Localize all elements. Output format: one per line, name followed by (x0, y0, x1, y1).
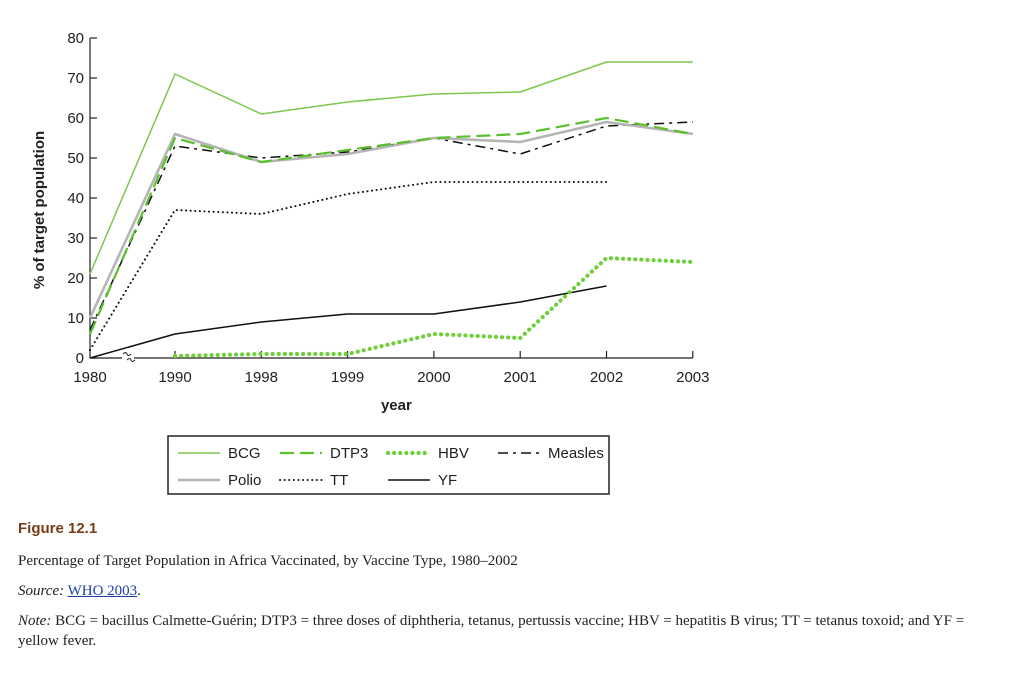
line-chart: 0 10 20 30 40 50 60 70 80 1980 1990 1998 1999 2000 200… (31, 30, 709, 495)
y-tick-label: 70 (67, 70, 84, 87)
figure-source: Source: WHO 2003. (18, 581, 1008, 601)
y-axis-title-group: % of target population (31, 131, 48, 289)
legend-label-polio: Polio (228, 472, 261, 489)
y-tick-label: 60 (67, 110, 84, 127)
y-tick-label: 40 (67, 190, 84, 207)
x-tick-label: 2003 (676, 369, 709, 386)
legend-label-measles: Measles (548, 445, 604, 462)
figure-label: Figure 12.1 (18, 520, 98, 537)
x-tick-label: 1980 (73, 369, 106, 386)
legend-label-dtp3: DTP3 (330, 445, 368, 462)
figure-note: Note: BCG = bacillus Calmette-Guérin; DT… (18, 611, 1008, 651)
chart-axes: 0 10 20 30 40 50 60 70 80 1980 1990 1998 1999 2000 200… (31, 30, 709, 414)
x-tick-label: 2002 (590, 369, 623, 386)
y-tick-label: 10 (67, 310, 84, 327)
y-tick-label: 30 (67, 230, 84, 247)
figure-caption: Figure 12.1 Percentage of Target Populat… (18, 520, 1008, 661)
figure-title: Percentage of Target Population in Afric… (18, 553, 518, 569)
legend-label-bcg: BCG (228, 445, 261, 462)
x-axis-title: year (381, 397, 412, 414)
x-tick-label: 1998 (245, 369, 278, 386)
source-end: . (137, 583, 141, 599)
series-line-yf (89, 285, 607, 359)
x-tick-label: 1999 (331, 369, 364, 386)
x-tick-label: 2000 (417, 369, 450, 386)
legend-label-tt: TT (330, 472, 348, 489)
note-label: Note: (18, 613, 52, 629)
series-line-bcg (89, 61, 693, 275)
y-tick-label: 20 (67, 270, 84, 287)
x-axis-break-icon (122, 352, 136, 362)
legend-label-hbv: HBV (438, 445, 469, 462)
legend-label-yf: YF (438, 472, 457, 489)
chart-series (88, 61, 695, 359)
x-tick-label: 2001 (504, 369, 537, 386)
y-tick-label: 0 (76, 350, 84, 367)
note-text: BCG = bacillus Calmette-Guérin; DTP3 = t… (18, 613, 965, 649)
x-tick-label: 1990 (158, 369, 191, 386)
y-tick-label: 80 (67, 30, 84, 47)
source-link[interactable]: WHO 2003 (67, 583, 138, 599)
chart-legend: BCG DTP3 HBV Measles Polio TT YF (167, 435, 610, 495)
y-tick-label: 50 (67, 150, 84, 167)
source-label: Source: (18, 583, 65, 599)
series-line-hbv (172, 255, 695, 359)
series-line-polio (88, 120, 693, 319)
series-line-tt (89, 181, 608, 351)
y-axis-title: % of target population (31, 131, 48, 289)
series-line-measles (89, 121, 693, 331)
legend-box (167, 435, 610, 495)
series-line-dtp3 (88, 116, 694, 335)
